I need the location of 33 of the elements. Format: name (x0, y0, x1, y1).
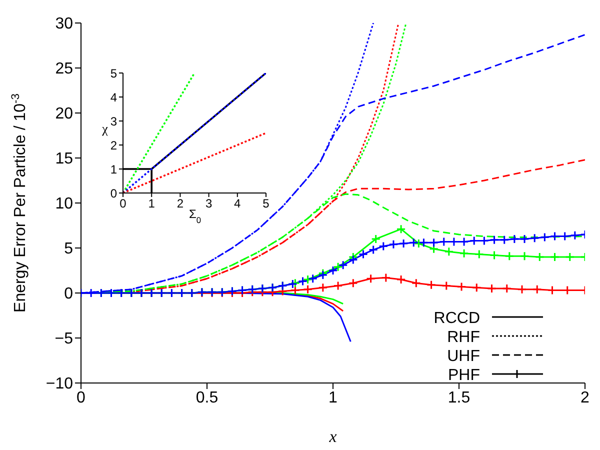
x-tick-label: 2 (580, 389, 590, 406)
y-tick-label: 0 (110, 186, 118, 200)
annotation: RCCD (434, 310, 480, 327)
annotation: RHF (447, 329, 480, 346)
x-tick-label: 0.5 (196, 389, 218, 406)
annotation: UHF (447, 348, 480, 365)
x-tick-label: 2 (176, 196, 184, 211)
y-tick-label: 5 (110, 66, 118, 80)
y-tick-label: 4 (110, 90, 118, 104)
x-axis-title: x (328, 427, 338, 446)
x-tick-label: 3 (205, 196, 212, 211)
x-tick-label: 0 (76, 389, 86, 406)
y-tick-label: 2 (110, 138, 118, 152)
y-tick-label: 30 (55, 16, 74, 33)
y-tick-label: 20 (55, 106, 74, 123)
x-tick-label: 1 (148, 196, 156, 211)
annotation: PHF (448, 367, 480, 384)
y-tick-label: 25 (55, 60, 74, 78)
x-axis-title: Σ$_{0}$ (188, 207, 202, 225)
y-tick-label: 3 (110, 114, 118, 128)
y-tick-label: −10 (46, 376, 74, 393)
x-tick-label: 1 (328, 389, 338, 406)
y-tick-label: −5 (54, 330, 74, 348)
y-tick-label: 5 (64, 240, 74, 258)
y-tick-label: 15 (55, 150, 74, 168)
x-tick-label: 0 (120, 196, 127, 211)
y-tick-label: 1 (110, 162, 118, 176)
y-axis-title: χ (101, 121, 108, 136)
y-tick-label: 10 (55, 196, 74, 213)
x-tick-label: 4 (234, 196, 242, 211)
x-tick-label: 5 (262, 196, 270, 211)
y-tick-label: 0 (64, 286, 74, 303)
x-tick-label: 1.5 (448, 389, 470, 406)
